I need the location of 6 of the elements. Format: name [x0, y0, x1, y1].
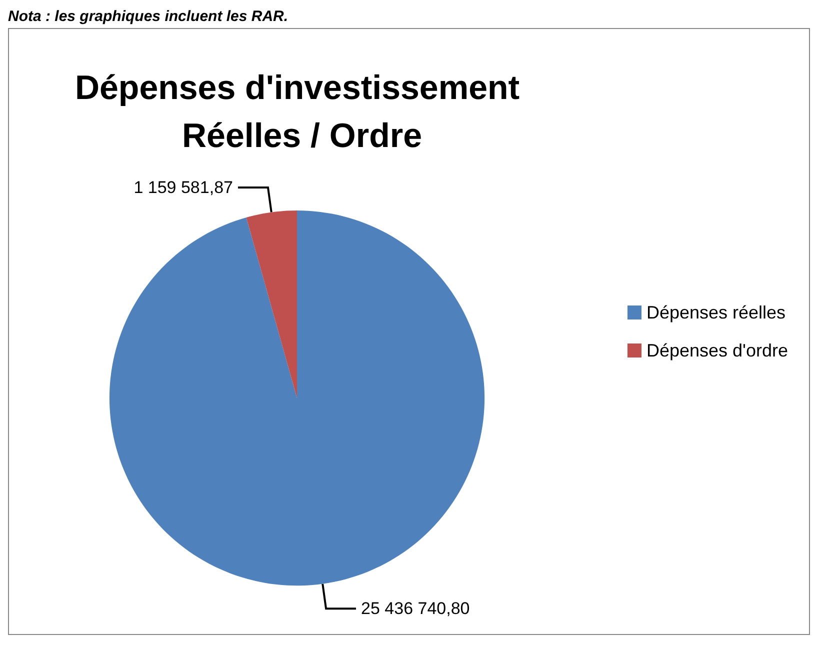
text: Nota : les graphiques incluent les RAR. — [8, 8, 290, 27]
legend-label: Dépenses d'ordre — [646, 340, 788, 360]
chart-title: Dépenses d'investissement Réelles / Ordre — [74, 69, 530, 155]
legend-label: Dépenses réelles — [646, 302, 786, 322]
data-label: 1 159 581,87 — [134, 178, 233, 197]
data-label: 25 436 740,80 — [361, 599, 470, 618]
